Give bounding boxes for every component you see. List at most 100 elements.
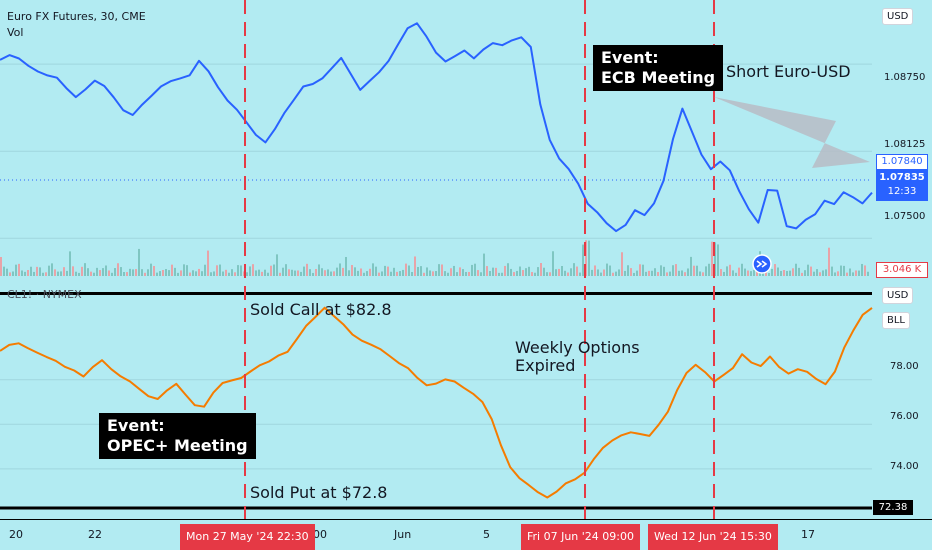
opec-event-label[interactable]: Event: OPEC+ Meeting <box>99 413 256 459</box>
date-tag-may27[interactable]: Mon 27 May '24 22:30 <box>180 524 315 550</box>
volume-bar <box>189 272 191 276</box>
volume-bar <box>222 271 224 276</box>
volume-bar <box>666 272 668 276</box>
volume-bar <box>597 269 599 276</box>
volume-bar <box>51 263 53 276</box>
x-tick-label: 00 <box>313 528 327 541</box>
volume-bar <box>519 266 521 276</box>
x-tick-label: 17 <box>801 528 815 541</box>
volume-bar <box>348 270 350 276</box>
date-tag-jun07[interactable]: Fri 07 Jun '24 09:00 <box>521 524 640 550</box>
volume-bar <box>834 272 836 276</box>
volume-bar <box>729 264 731 276</box>
upper-currency-button[interactable]: USD <box>882 8 914 25</box>
lower-unit-button[interactable]: BLL <box>882 312 911 329</box>
x-tick-label: Jun <box>394 528 412 541</box>
volume-bar <box>660 265 662 276</box>
volume-bar <box>591 269 593 276</box>
volume-bar <box>279 272 281 276</box>
volume-bar <box>594 265 596 276</box>
volume-bar <box>3 266 5 276</box>
chart-title[interactable]: Euro FX Futures, 30, CME <box>7 10 146 23</box>
upper-tick-label: 1.08125 <box>884 139 926 150</box>
volume-bar <box>627 265 629 276</box>
volume-bar <box>528 266 530 276</box>
ecb-event-line1: Event: <box>601 48 659 67</box>
volume-bar <box>318 264 320 276</box>
volume-bar <box>288 269 290 276</box>
volume-bar <box>858 270 860 276</box>
ecb-event-label[interactable]: Event: ECB Meeting <box>593 45 724 91</box>
sold-put-label[interactable]: Sold Put at $72.8 <box>250 483 388 502</box>
lower-currency-button[interactable]: USD <box>882 287 914 304</box>
short-direction-arrow[interactable] <box>714 97 870 168</box>
volume-bar <box>294 270 296 276</box>
volume-bar <box>474 263 476 276</box>
volume-bar <box>780 270 782 276</box>
volume-label[interactable]: Vol <box>7 26 24 39</box>
volume-bar <box>720 269 722 276</box>
volume-bar <box>651 270 653 276</box>
volume-bar <box>672 265 674 276</box>
upper-tick-label: 1.07500 <box>884 211 926 222</box>
volume-bar <box>525 268 527 276</box>
volume-bar <box>147 269 149 276</box>
euro-fx-price-line <box>0 22 873 233</box>
volume-bar <box>702 272 704 276</box>
volume-bar <box>300 271 302 276</box>
volume-bar <box>102 268 104 276</box>
volume-bar <box>420 266 422 276</box>
volume-bar <box>0 257 2 276</box>
volume-bar <box>669 271 671 276</box>
bar-countdown: 12:33 <box>887 186 917 197</box>
volume-bar <box>180 270 182 276</box>
volume-bar <box>777 267 779 276</box>
volume-bar <box>846 272 848 276</box>
volume-bar <box>843 265 845 276</box>
volume-bar <box>756 271 758 276</box>
volume-bar <box>813 271 815 276</box>
volume-bar <box>405 263 407 276</box>
volume-bar <box>621 252 623 276</box>
volume-bar <box>741 263 743 276</box>
volume-bar <box>309 269 311 276</box>
sold-call-label[interactable]: Sold Call at $82.8 <box>250 300 392 319</box>
volume-histogram <box>0 240 869 276</box>
volume-bar <box>354 267 356 276</box>
volume-bar <box>423 272 425 276</box>
volume-bar <box>141 269 143 276</box>
volume-bar <box>351 265 353 276</box>
weekly-options-label[interactable]: Weekly Options Expired <box>515 339 640 375</box>
volume-bar <box>804 270 806 276</box>
volume-bar <box>783 270 785 276</box>
volume-bar <box>114 268 116 276</box>
volume-bar <box>123 272 125 276</box>
volume-bar <box>324 270 326 276</box>
volume-bar <box>15 264 17 276</box>
volume-bar <box>603 269 605 276</box>
volume-bar <box>291 269 293 276</box>
volume-bar <box>60 271 62 276</box>
lower-pane-title[interactable]: CL1! · NYMEX <box>7 288 82 301</box>
short-euro-usd-label[interactable]: Short Euro-USD <box>726 62 851 81</box>
volume-bar <box>564 270 566 276</box>
volume-bar <box>495 267 497 276</box>
volume-bar <box>198 268 200 276</box>
volume-bar <box>426 267 428 276</box>
volume-bar <box>600 272 602 276</box>
date-tag-jun12[interactable]: Wed 12 Jun '24 15:30 <box>648 524 778 550</box>
volume-bar <box>768 272 770 276</box>
volume-bar <box>90 271 92 276</box>
volume-bar <box>576 266 578 276</box>
volume-bar <box>738 267 740 276</box>
volume-bar <box>717 244 719 276</box>
volume-bar <box>45 272 47 276</box>
volume-bar <box>75 271 77 276</box>
volume-bar <box>699 271 701 276</box>
volume-bar <box>540 263 542 276</box>
volume-bar <box>663 266 665 276</box>
volume-bar <box>522 270 524 276</box>
volume-bar <box>864 265 866 276</box>
volume-bar <box>246 272 248 276</box>
